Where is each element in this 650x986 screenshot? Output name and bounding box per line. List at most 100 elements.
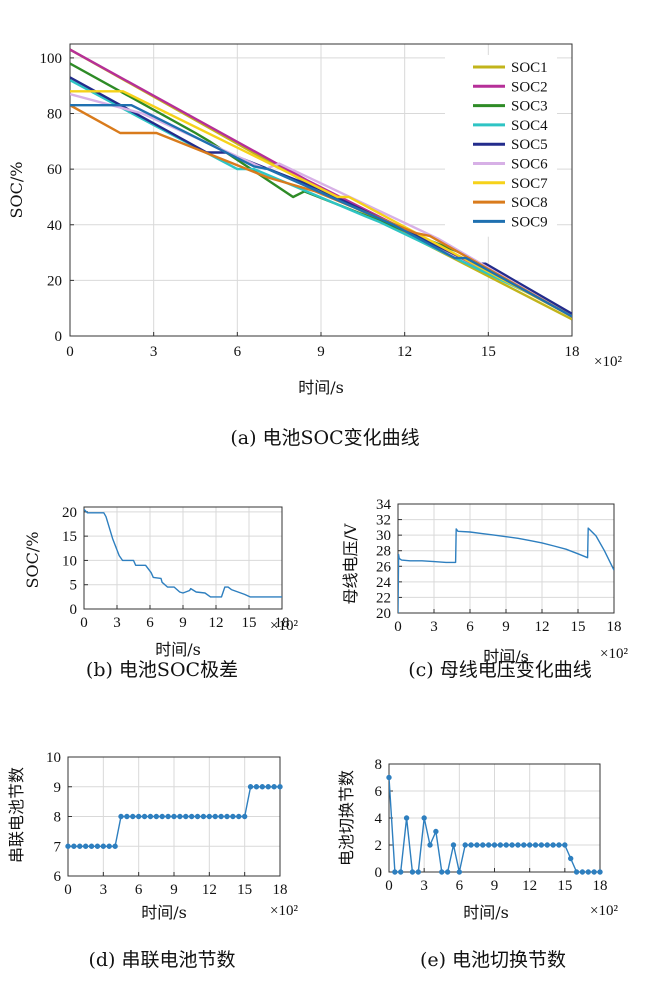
data-point [88, 843, 95, 849]
x-tick-label: 0 [66, 344, 74, 360]
data-point [94, 843, 101, 849]
data-point [212, 813, 218, 820]
data-point [444, 869, 451, 875]
data-point [188, 813, 195, 820]
legend-label: SOC4 [511, 118, 548, 134]
legend-label: SOC2 [511, 79, 548, 95]
data-point [177, 813, 183, 820]
series-line-soc9 [70, 103, 572, 318]
data-point [206, 813, 213, 820]
x-axis-label: 时间/s [298, 378, 344, 397]
data-point [562, 842, 568, 848]
x-tick-label: 9 [179, 615, 187, 631]
x-axis-label: 时间/s [463, 903, 509, 922]
y-axis-label: 母线电压/V [341, 523, 360, 604]
data-point [247, 784, 254, 790]
y-tick-label: 6 [375, 784, 383, 800]
x-multiplier: ×10² [600, 646, 628, 662]
x-tick-label: 0 [80, 615, 88, 631]
data-point [165, 813, 171, 820]
x-axis-label: 时间/s [155, 640, 201, 659]
y-tick-label: 26 [376, 559, 392, 575]
y-tick-label: 0 [55, 329, 63, 345]
legend-label: SOC6 [511, 157, 548, 173]
data-point [253, 784, 260, 790]
data-point [135, 813, 142, 820]
data-point [521, 842, 527, 848]
y-tick-label: 34 [376, 497, 392, 513]
chart-caption: (a) 电池SOC变化曲线 [230, 427, 419, 449]
data-point [271, 784, 277, 790]
x-tick-label: 0 [385, 878, 393, 894]
data-point [497, 842, 504, 848]
data-point [421, 815, 427, 821]
data-point [515, 842, 521, 848]
data-point [130, 813, 136, 820]
y-tick-label: 15 [62, 529, 77, 545]
y-tick-label: 6 [54, 869, 62, 885]
data-point [526, 842, 533, 848]
y-tick-label: 8 [375, 757, 383, 773]
x-tick-label: 18 [607, 619, 622, 635]
legend-label: SOC7 [511, 176, 548, 192]
data-point [194, 813, 201, 820]
legend: SOC1 SOC2 SOC3 SOC4 SOC5 SOC6 SOC7 SOC8 SOC9 [445, 55, 557, 237]
y-tick-label: 7 [54, 839, 62, 855]
data-point [544, 842, 550, 848]
data-point [147, 813, 154, 820]
x-tick-label: 18 [565, 344, 580, 360]
chart-panel-5: 0 3 6 9 12 15 18 0 2 4 6 8 ×10² 时间/s 电池切换节数 (e) 电池切换节数 [337, 757, 618, 971]
y-axis-label: SOC/% [23, 532, 42, 589]
data-point [153, 813, 160, 820]
data-point [439, 869, 445, 875]
y-tick-label: 8 [54, 810, 62, 826]
y-tick-label: 20 [62, 505, 77, 521]
x-tick-label: 9 [170, 882, 178, 898]
data-point [118, 813, 124, 820]
data-point [573, 869, 580, 875]
y-tick-label: 40 [47, 218, 62, 234]
y-tick-label: 0 [70, 602, 78, 618]
data-point [503, 842, 509, 848]
x-tick-label: 0 [394, 619, 402, 635]
chart-caption: (d) 串联电池节数 [88, 949, 235, 971]
data-point [433, 828, 439, 835]
data-point [462, 842, 468, 848]
data-point [591, 869, 597, 875]
data-point [124, 813, 130, 820]
data-point [230, 813, 236, 820]
data-point [597, 869, 603, 875]
x-tick-label: 18 [593, 878, 608, 894]
x-tick-label: 18 [273, 882, 288, 898]
data-point [409, 869, 416, 875]
x-multiplier: ×10² [270, 903, 298, 919]
data-point [112, 843, 118, 849]
x-tick-label: 18 [275, 615, 290, 631]
data-point [82, 843, 89, 849]
x-tick-label: 0 [64, 882, 72, 898]
data-point [427, 842, 433, 848]
x-tick-label: 12 [535, 619, 550, 635]
y-tick-label: 10 [62, 553, 77, 569]
chart-panel-4: 0 3 6 9 12 15 18 6 7 8 9 10 ×10² 时间/s 串联电池节数 (d) 串联电池节数 [7, 750, 298, 971]
legend-label: SOC8 [511, 195, 548, 211]
x-tick-label: 15 [557, 878, 572, 894]
x-tick-label: 3 [420, 878, 428, 894]
legend-label: SOC1 [511, 60, 548, 76]
chart-panel-2: 0 3 6 9 12 15 18 0 5 10 15 20 ×10² 时间/s SOC/% (b) 电池SOC… [23, 505, 298, 681]
x-tick-label: 9 [317, 344, 325, 360]
x-tick-label: 3 [113, 615, 121, 631]
series-line-soc7 [70, 90, 572, 318]
x-tick-label: 15 [571, 619, 586, 635]
y-tick-label: 32 [376, 513, 391, 529]
y-tick-label: 24 [376, 575, 392, 591]
x-tick-label: 3 [150, 344, 158, 360]
x-tick-label: 12 [522, 878, 537, 894]
x-multiplier: ×10² [590, 903, 618, 919]
data-point [200, 813, 207, 820]
series-line-soc8 [70, 104, 572, 318]
data-point [403, 815, 410, 821]
data-point [71, 843, 77, 849]
data-point [392, 869, 398, 875]
